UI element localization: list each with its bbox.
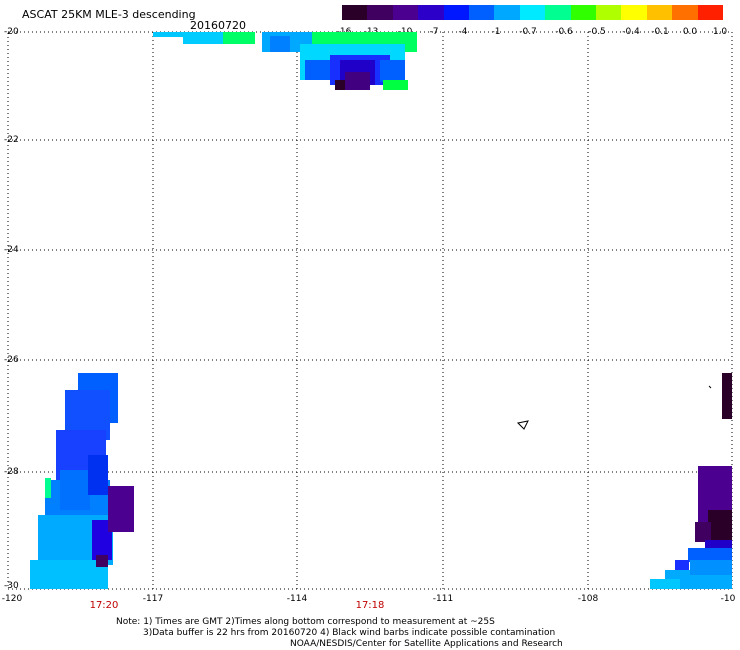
colorbar-swatch (545, 5, 571, 20)
colorbar-label: 0.0 (682, 27, 698, 37)
coast-mark (708, 385, 712, 389)
top-swath (153, 32, 417, 90)
colorbar-swatch (519, 5, 546, 20)
time-label-1: 17:20 (89, 600, 119, 611)
note-line-3: NOAA/NESDIS/Center for Satellite Applica… (290, 639, 563, 649)
gridlines (8, 32, 732, 589)
note-line-2: 3)Data buffer is 22 hrs from 20160720 4)… (143, 628, 556, 638)
longitude-label: -120 (1, 594, 23, 604)
latitude-label: -26 (4, 355, 19, 365)
latitude-label: -28 (4, 467, 19, 477)
colorbar-swatch (672, 5, 698, 20)
colorbar-swatch (494, 5, 520, 20)
longitude-label: -114 (286, 594, 308, 604)
longitude-label: -108 (577, 594, 599, 604)
colorbar-swatch (469, 5, 495, 20)
colorbar-swatch (596, 5, 622, 20)
latitude-label: -20 (4, 27, 19, 37)
colorbar-swatch (697, 5, 724, 20)
longitude-label: -111 (432, 594, 454, 604)
note-line-1: Note: 1) Times are GMT 2)Times along bot… (116, 617, 495, 627)
colorbar-label: -7 (429, 27, 439, 37)
latitude-label: -24 (4, 245, 19, 255)
map-date: 20160720 (190, 19, 246, 32)
longitude-label: -10 (720, 594, 736, 604)
colorbar-swatch (621, 5, 647, 20)
colorbar-swatch (418, 5, 444, 20)
colorbar-label: -4 (458, 27, 468, 37)
latitude-label: -22 (4, 135, 19, 145)
colorbar-swatch (646, 5, 673, 20)
left-swath (30, 373, 134, 589)
colorbar (342, 5, 724, 20)
colorbar-swatch (367, 5, 393, 20)
island-outline (516, 420, 529, 430)
map-title: ASCAT 25KM MLE-3 descending (22, 8, 196, 21)
colorbar-swatch (392, 5, 419, 20)
colorbar-label: -0.4 (622, 27, 640, 37)
colorbar-swatch (570, 5, 597, 20)
time-label-2: 17:18 (355, 600, 385, 611)
latitude-label: -30 (4, 581, 19, 591)
colorbar-swatch (443, 5, 470, 20)
right-swath (650, 373, 732, 589)
colorbar-swatch (342, 5, 368, 20)
longitude-label: -117 (142, 594, 164, 604)
